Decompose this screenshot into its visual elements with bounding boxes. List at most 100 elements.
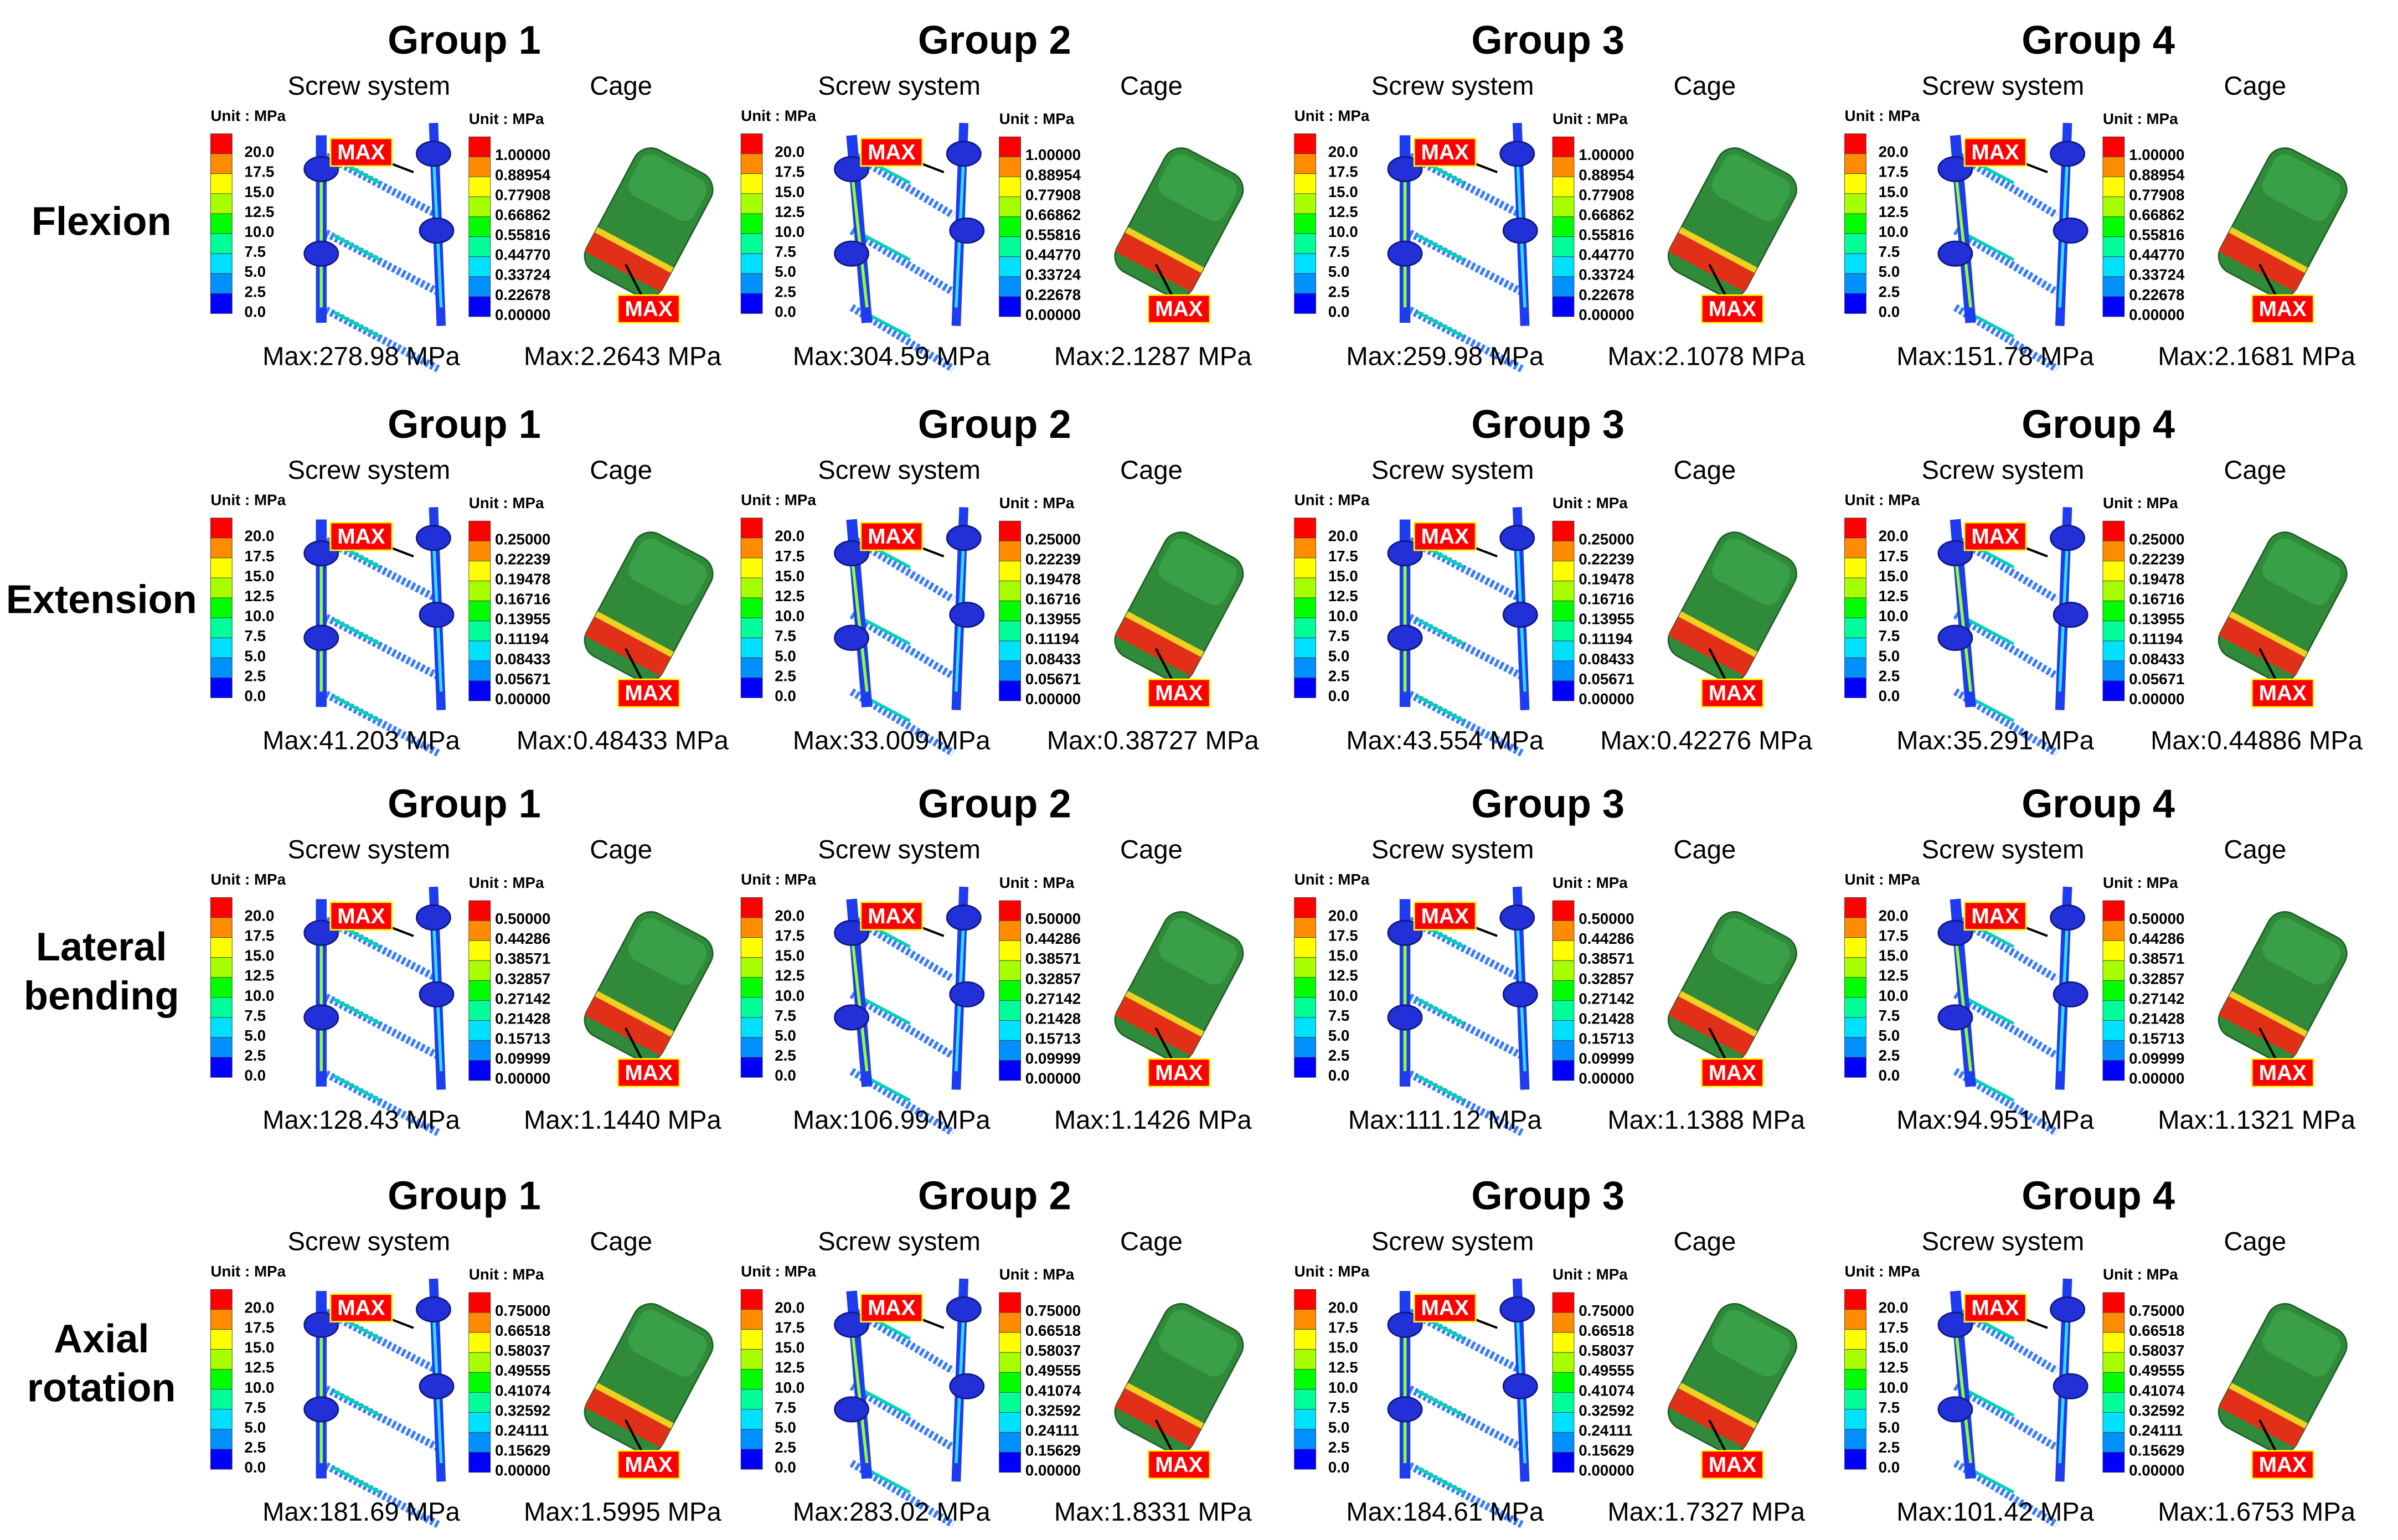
colorbar-label: 10.0 — [775, 223, 805, 240]
colorbar-label: 0.09999 — [1579, 1050, 1634, 1067]
cage-top — [628, 154, 707, 221]
group-title: Group 2 — [918, 402, 1071, 447]
max-tag-box — [1413, 137, 1477, 167]
colorbar-label: 2.5 — [244, 283, 266, 300]
colorbar-band — [1844, 538, 1866, 559]
colorbar-label: 0.32857 — [1025, 970, 1081, 987]
colorbar-band — [1294, 1409, 1316, 1430]
row-label: Extension — [6, 577, 197, 622]
max-tag-box — [1963, 901, 2027, 931]
screw-max: Max:181.69 MPa — [262, 1497, 460, 1527]
unit-label: Unit : MPa — [1553, 1266, 1628, 1283]
screw-head — [946, 1296, 982, 1323]
colorbar-band — [1552, 920, 1575, 941]
colorbar-label: 0.15629 — [1025, 1442, 1081, 1459]
colorbar-label: 2.5 — [1328, 667, 1350, 684]
colorbar-band — [210, 577, 233, 598]
colorbar-band — [2102, 621, 2125, 642]
screw-shaft — [319, 304, 440, 373]
colorbar-band — [1294, 253, 1316, 274]
colorbar-band — [2102, 156, 2125, 177]
colorbar-band — [2102, 660, 2125, 681]
colorbar-band — [468, 156, 491, 177]
colorbar-label: 0.77908 — [2129, 186, 2184, 203]
colorbar-label: 17.5 — [775, 1319, 805, 1336]
colorbar-band — [2102, 1060, 2125, 1081]
colorbar-band — [210, 1349, 233, 1370]
rod-stress — [850, 1324, 869, 1464]
screw-head — [1499, 141, 1535, 167]
colorbar-band — [210, 1369, 233, 1390]
colorbar-label: 7.5 — [1879, 627, 1900, 644]
unit-label: Unit : MPa — [210, 871, 286, 888]
colorbar-label: 17.5 — [775, 163, 805, 180]
colorbar-band — [999, 216, 1021, 237]
colorbar-label: 17.5 — [1879, 1319, 1909, 1336]
colorbar-label: 0.00000 — [1579, 690, 1634, 707]
screw-stress — [863, 998, 911, 1025]
colorbar-band — [468, 1392, 491, 1413]
unit-label: Unit : MPa — [1553, 110, 1628, 127]
colorbar-label: 7.5 — [1328, 243, 1350, 260]
max-tag-box — [2251, 1450, 2314, 1480]
colorbar-band — [740, 637, 763, 658]
screw-stress — [1416, 998, 1464, 1025]
screw-stress — [333, 1466, 381, 1494]
screw-shaft — [849, 1306, 955, 1374]
colorbar-band — [740, 1057, 763, 1078]
screw-stress — [1416, 234, 1464, 261]
screw-shaft — [1953, 534, 2059, 603]
colorbar-label: 20.0 — [244, 1299, 274, 1316]
colorbar-label: 7.5 — [244, 243, 266, 260]
max-tag-box — [2251, 294, 2314, 324]
colorbar-band — [2102, 1452, 2125, 1473]
colorbar-band — [468, 920, 491, 941]
colorbar-label: 0.21428 — [1025, 1010, 1081, 1027]
cage-label: Cage — [1120, 835, 1183, 865]
screw-label: Screw system — [287, 1227, 450, 1257]
screw-label: Screw system — [1922, 456, 2085, 485]
max-tag-box — [329, 1293, 393, 1323]
cage-max: Max:1.1440 MPa — [524, 1105, 721, 1135]
colorbar-label: 0.41074 — [495, 1382, 551, 1399]
colorbar-band — [2102, 1312, 2125, 1333]
screw-head — [1937, 1396, 1973, 1423]
colorbar-band — [1294, 273, 1316, 294]
colorbar-band — [1844, 557, 1866, 578]
colorbar-band — [468, 1312, 491, 1333]
colorbar-label: 0.0 — [1879, 303, 1900, 320]
screw-shaft — [1953, 688, 2059, 757]
colorbar-band — [210, 173, 233, 194]
colorbar-band — [468, 960, 491, 981]
colorbar-band — [210, 937, 233, 958]
screw-shaft — [1403, 1068, 1524, 1136]
colorbar-label: 15.0 — [244, 183, 274, 200]
colorbar-label: 10.0 — [1879, 1379, 1909, 1396]
colorbar-label: 0.21428 — [1579, 1010, 1634, 1027]
colorbar-label: 0.25000 — [1579, 530, 1634, 547]
screw-shaft — [849, 227, 955, 296]
cage-max: Max:0.42276 MPa — [1600, 726, 1813, 755]
cage-model — [1114, 1303, 1244, 1454]
max-tag: MAX — [868, 141, 915, 164]
colorbar-label: 0.22678 — [1579, 286, 1634, 303]
screw-stress — [1967, 234, 2015, 261]
colorbar-label: 0.0 — [775, 687, 796, 704]
colorbar-band — [2102, 540, 2125, 561]
colorbar-band — [210, 997, 233, 1018]
colorbar-label: 0.25000 — [1025, 530, 1081, 547]
screw-stress — [1416, 1074, 1464, 1102]
colorbar-label: 0.11194 — [495, 631, 549, 648]
screw-shaft — [1953, 1306, 2059, 1374]
colorbar-label: 0.32857 — [495, 970, 550, 987]
colorbar-label: 0.22678 — [1025, 286, 1081, 303]
cage-stress — [585, 996, 671, 1056]
colorbar-band — [740, 557, 763, 578]
cage-label: Cage — [1120, 71, 1183, 101]
colorbar-band — [1552, 1432, 1575, 1453]
colorbar-label: 0.05671 — [2129, 670, 2184, 688]
screw-head — [946, 525, 982, 551]
colorbar-label: 1.00000 — [2129, 146, 2184, 163]
colorbar-band — [2102, 276, 2125, 297]
colorbar-label: 0.16716 — [1025, 591, 1081, 608]
